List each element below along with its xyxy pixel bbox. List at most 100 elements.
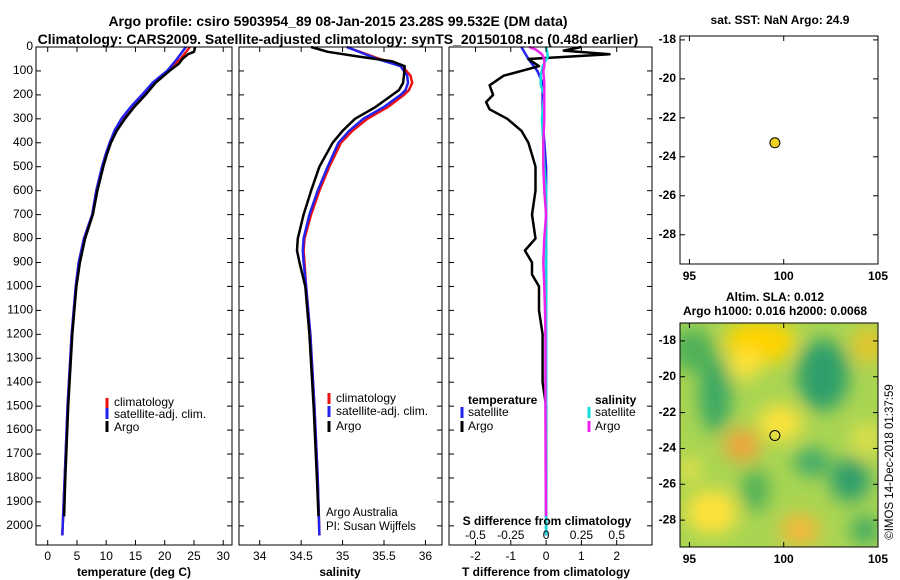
sla-map-ytick-label: -28 — [659, 512, 677, 526]
sst-map-ytick-label: -20 — [659, 71, 677, 85]
difference-profile-panel: -2 -1 0 1 2 -0.5 -0.25 0 0.25 0.5 T difference fr… — [448, 45, 653, 579]
temperature-ytick-label: 1300 — [6, 350, 33, 364]
credit-line1: Argo Australia — [326, 507, 398, 519]
temperature-ytick-label: 500 — [13, 159, 33, 173]
salinity-series-2 — [295, 45, 406, 517]
temperature-ytick-label: 2000 — [6, 518, 33, 532]
difference-series-1 — [484, 45, 611, 517]
sst-map-frame — [679, 35, 879, 265]
temperature-ytick-label: 800 — [13, 231, 33, 245]
salinity-xtick-label: 35.5 — [372, 549, 396, 563]
temperature-legend: climatology satellite-adj. clim. Argo — [105, 395, 206, 434]
temperature-ytick-label: 1100 — [7, 303, 33, 317]
temperature-ytick-label: 1400 — [6, 374, 33, 388]
sla-map-ytick-label: -18 — [659, 333, 677, 347]
imos-watermark: ©IMOS 14-Dec-2018 01:37:59 — [884, 384, 896, 540]
legend-header-temperature: temperature — [468, 393, 538, 407]
difference-xtick-label: 1 — [578, 549, 585, 563]
legend-label-sal-argo: Argo — [595, 419, 621, 433]
legend-label-climatology: climatology — [336, 391, 396, 405]
legend-label-climatology: climatology — [114, 395, 174, 409]
temperature-ytick-label: 1000 — [6, 279, 33, 293]
salinity-xtick-label: 34 — [253, 549, 267, 563]
legend-label-sal-satellite: satellite — [595, 405, 636, 419]
temperature-series-2 — [62, 46, 197, 517]
difference-xtick-label: -1 — [505, 549, 516, 563]
salinity-series-0 — [302, 45, 414, 536]
sst-map-xtick-label: 100 — [774, 269, 794, 283]
salinity-series-1 — [301, 45, 410, 536]
temperature-xtick-label: 25 — [187, 549, 201, 563]
temperature-profile-panel: 0 5 10 15 20 25 300100200300400500600700800900… — [6, 39, 233, 579]
temperature-ytick-label: 900 — [13, 255, 33, 269]
sst-map-ytick-label: -22 — [659, 110, 677, 124]
difference-secondary-xtick-label: -0.25 — [497, 528, 525, 542]
sla-map-ytick-label: -20 — [659, 369, 677, 383]
salinity-xtick-label: 35 — [336, 549, 350, 563]
temperature-xtick-label: 0 — [44, 549, 51, 563]
temperature-ytick-label: 1200 — [6, 326, 33, 340]
sla-map-xtick-label: 95 — [683, 552, 697, 566]
sla-map-xtick-label: 105 — [868, 552, 888, 566]
legend-label-argo: Argo — [336, 419, 362, 433]
sla-map-ytick-label: -22 — [659, 405, 677, 419]
sla-map-subtitle: Argo h1000: 0.016 h2000: 0.0068 — [683, 304, 867, 318]
sst-map-title: sat. SST: NaN Argo: 24.9 — [711, 13, 850, 27]
legend-label-satellite-adj: satellite-adj. clim. — [336, 404, 428, 418]
temperature-ytick-label: 600 — [13, 183, 33, 197]
t-difference-axis-label: T difference from climatology — [462, 565, 630, 579]
temperature-ytick-label: 0 — [26, 39, 33, 53]
salinity-legend: climatology satellite-adj. clim. Argo — [327, 391, 428, 433]
temperature-ytick-label: 1500 — [6, 398, 33, 412]
temperature-ytick-label: 1800 — [6, 470, 33, 484]
difference-secondary-xtick-label: 0.25 — [570, 528, 594, 542]
figure-title-line1: Argo profile: csiro 5903954_89 08-Jan-20… — [108, 13, 567, 29]
sla-map-title: Altim. SLA: 0.012 — [726, 290, 824, 304]
sst-map-ytick-label: -26 — [659, 188, 677, 202]
legend-label-temp-satellite: satellite — [468, 405, 509, 419]
sst-map-xtick-label: 105 — [868, 269, 888, 283]
salinity-profile-panel: 34 34.5 35 35.5 36 salinity climatology sate… — [238, 45, 443, 579]
difference-secondary-xtick-label: 0.5 — [608, 528, 625, 542]
credit-line2: PI: Susan Wijffels — [326, 521, 416, 533]
temperature-ytick-label: 400 — [13, 135, 33, 149]
salinity-xtick-label: 34.5 — [289, 549, 313, 563]
sla-map-ytick-label: -24 — [659, 441, 677, 455]
temperature-xtick-label: 30 — [217, 549, 231, 563]
temperature-ytick-label: 1900 — [6, 494, 33, 508]
temperature-panel-frame — [35, 46, 233, 546]
sst-map-ytick-label: -28 — [659, 227, 677, 241]
temperature-ytick-label: 700 — [13, 207, 33, 221]
salinity-panel-frame — [238, 46, 443, 546]
figure-title-line2: Climatology: CARS2009. Satellite-adjuste… — [38, 31, 639, 47]
temperature-axis-label: temperature (deg C) — [77, 565, 191, 579]
difference-series-3 — [528, 45, 548, 517]
sla-map-frame — [679, 322, 879, 548]
temperature-ytick-label: 200 — [13, 87, 33, 101]
s-difference-axis-label: S difference from climatology — [463, 514, 632, 528]
salinity-xtick-label: 36 — [419, 549, 433, 563]
difference-panel-frame — [448, 46, 653, 546]
temperature-ytick-label: 1600 — [6, 422, 33, 436]
difference-secondary-xtick-label: -0.5 — [465, 528, 486, 542]
sla-map-panel: Altim. SLA: 0.012 Argo h1000: 0.016 h200… — [659, 290, 889, 566]
legend-label-argo: Argo — [114, 420, 140, 434]
legend-label-temp-argo: Argo — [468, 419, 494, 433]
legend-label-satellite-adj: satellite-adj. clim. — [114, 407, 206, 421]
temperature-ytick-label: 100 — [13, 63, 33, 77]
sla-heatmap — [680, 323, 878, 547]
temperature-series-0 — [61, 46, 191, 536]
difference-xtick-label: 2 — [613, 549, 620, 563]
temperature-xtick-label: 5 — [74, 549, 81, 563]
sst-map-xtick-label: 95 — [683, 269, 697, 283]
legend-header-salinity: salinity — [595, 393, 637, 407]
sst-map-ytick-label: -24 — [659, 149, 677, 163]
difference-xtick-label: 0 — [543, 549, 550, 563]
temperature-xtick-label: 10 — [100, 549, 114, 563]
salinity-axis-label: salinity — [319, 565, 361, 579]
sst-map-ytick-label: -18 — [659, 32, 677, 46]
temperature-xtick-label: 20 — [158, 549, 172, 563]
difference-legend: temperature salinity satellite Argo sate… — [460, 393, 637, 433]
sst-map-panel: sat. SST: NaN Argo: 24.9 95 100 105 -18 -20 -… — [659, 13, 889, 283]
